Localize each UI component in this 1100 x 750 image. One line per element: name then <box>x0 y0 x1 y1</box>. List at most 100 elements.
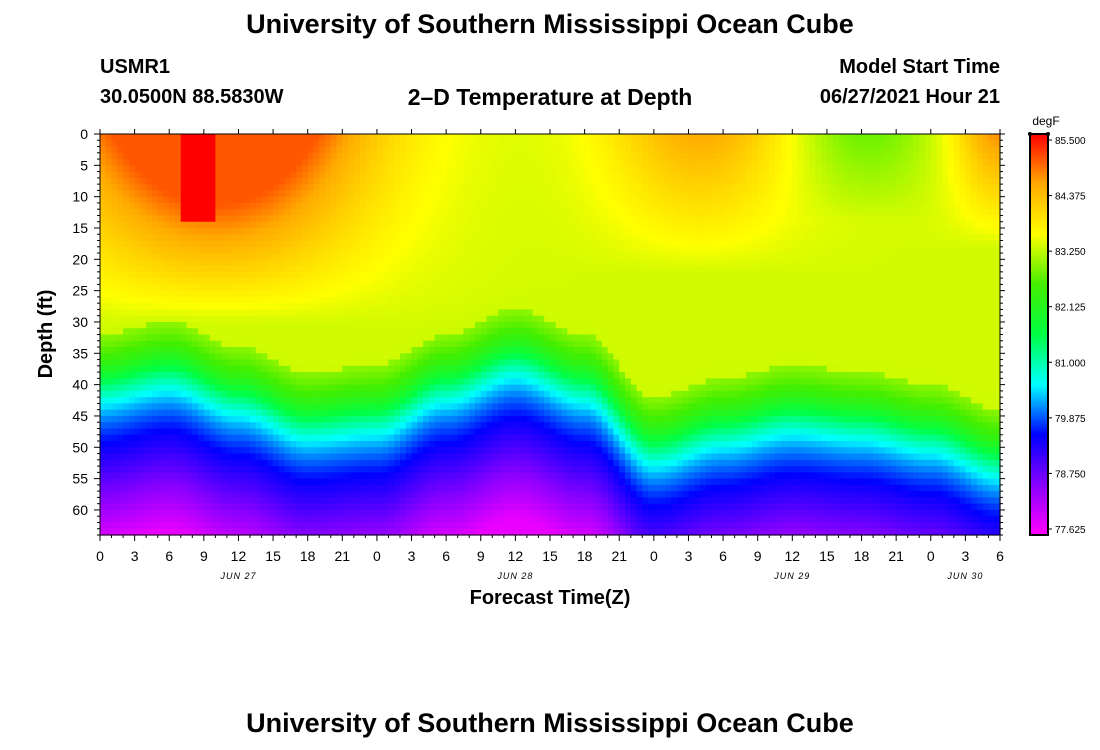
heatmap-cell <box>140 290 147 298</box>
heatmap-cell <box>400 152 407 160</box>
heatmap-cell <box>117 409 124 417</box>
heatmap-cell <box>515 390 522 398</box>
heatmap-cell <box>175 278 182 285</box>
heatmap-cell <box>411 140 418 148</box>
heatmap-cell <box>134 478 141 486</box>
heatmap-cell <box>342 478 349 486</box>
heatmap-cell <box>105 227 113 235</box>
heatmap-cell <box>301 271 309 279</box>
heatmap-cell <box>503 478 511 486</box>
heatmap-cell <box>336 290 343 298</box>
heatmap-cell <box>330 152 338 160</box>
heatmap-cell <box>273 177 280 185</box>
heatmap-cell <box>232 359 240 367</box>
heatmap-cell <box>296 441 303 448</box>
heatmap-cell <box>186 171 193 179</box>
heatmap-cell <box>376 384 384 392</box>
heatmap-cell <box>440 365 447 373</box>
heatmap-cell <box>192 390 199 398</box>
heatmap-cell <box>428 522 436 530</box>
heatmap-cell <box>336 447 343 455</box>
heatmap-cell <box>128 434 136 442</box>
heatmap-cell <box>307 459 315 467</box>
heatmap-cell <box>371 365 378 373</box>
heatmap-cell <box>255 159 263 166</box>
heatmap-cell <box>348 271 355 279</box>
heatmap-cell <box>330 209 338 217</box>
heatmap-cell <box>515 303 522 311</box>
heatmap-cell <box>238 159 245 166</box>
heatmap-cell <box>267 165 274 173</box>
heatmap-cell <box>498 140 505 148</box>
heatmap-cell <box>359 384 366 392</box>
heatmap-cell <box>267 447 274 455</box>
heatmap-cell <box>434 453 441 461</box>
heatmap-cell <box>342 516 349 524</box>
heatmap-cell <box>348 190 355 198</box>
heatmap-cell <box>105 422 113 430</box>
heatmap-cell <box>342 509 349 517</box>
heatmap-cell <box>261 328 268 336</box>
heatmap-cell <box>394 259 401 267</box>
heatmap-cell <box>123 234 130 242</box>
heatmap-cell <box>301 516 309 524</box>
heatmap-cell <box>463 503 470 511</box>
heatmap-cell <box>105 209 113 217</box>
heatmap-cell <box>105 372 113 379</box>
heatmap-cell <box>509 240 516 248</box>
heatmap-cell <box>348 202 355 210</box>
heatmap-cell <box>348 227 355 235</box>
heatmap-cell <box>134 140 141 148</box>
heatmap-cell <box>278 278 286 285</box>
heatmap-cell <box>180 428 188 436</box>
heatmap-cell <box>221 221 228 229</box>
heatmap-cell <box>405 221 413 229</box>
heatmap-cell <box>457 134 465 141</box>
heatmap-cell <box>244 447 251 455</box>
heatmap-cell <box>498 478 505 486</box>
heatmap-cell <box>134 528 141 536</box>
heatmap-cell <box>175 284 182 292</box>
heatmap-cell <box>515 234 522 242</box>
heatmap-cell <box>175 365 182 373</box>
heatmap-cell <box>250 309 257 317</box>
heatmap-cell <box>215 397 222 405</box>
heatmap-cell <box>521 334 528 342</box>
heatmap-cell <box>273 365 280 373</box>
heatmap-cell <box>215 378 222 386</box>
heatmap-cell <box>169 353 176 361</box>
heatmap-cell <box>365 484 372 492</box>
heatmap-cell <box>146 347 153 354</box>
heatmap-cell <box>382 234 390 242</box>
heatmap-cell <box>313 152 320 160</box>
heatmap-cell <box>544 278 551 285</box>
heatmap-cell <box>169 321 176 329</box>
heatmap-cell <box>503 177 511 185</box>
heatmap-cell <box>226 227 234 235</box>
heatmap-cell <box>100 309 107 317</box>
heatmap-cell <box>498 472 505 480</box>
heatmap-cell <box>480 134 488 141</box>
heatmap-cell <box>226 296 234 304</box>
heatmap-cell <box>140 284 147 292</box>
heatmap-cell <box>544 484 551 492</box>
heatmap-cell <box>261 152 268 160</box>
heatmap-cell <box>325 441 332 448</box>
heatmap-cell <box>428 303 436 311</box>
heatmap-cell <box>134 309 141 317</box>
heatmap-cell <box>463 497 470 505</box>
heatmap-cell <box>423 441 430 448</box>
heatmap-cell <box>538 196 545 204</box>
heatmap-cell <box>255 384 263 392</box>
heatmap-cell <box>411 415 418 423</box>
heatmap-cell <box>221 459 228 467</box>
heatmap-cell <box>394 321 401 329</box>
heatmap-cell <box>301 428 309 436</box>
heatmap-cell <box>151 415 159 423</box>
heatmap-cell <box>526 359 534 367</box>
heatmap-cell <box>169 472 176 480</box>
heatmap-cell <box>359 165 366 173</box>
heatmap-cell <box>163 227 170 235</box>
heatmap-cell <box>313 171 320 179</box>
heatmap-cell <box>128 246 136 254</box>
